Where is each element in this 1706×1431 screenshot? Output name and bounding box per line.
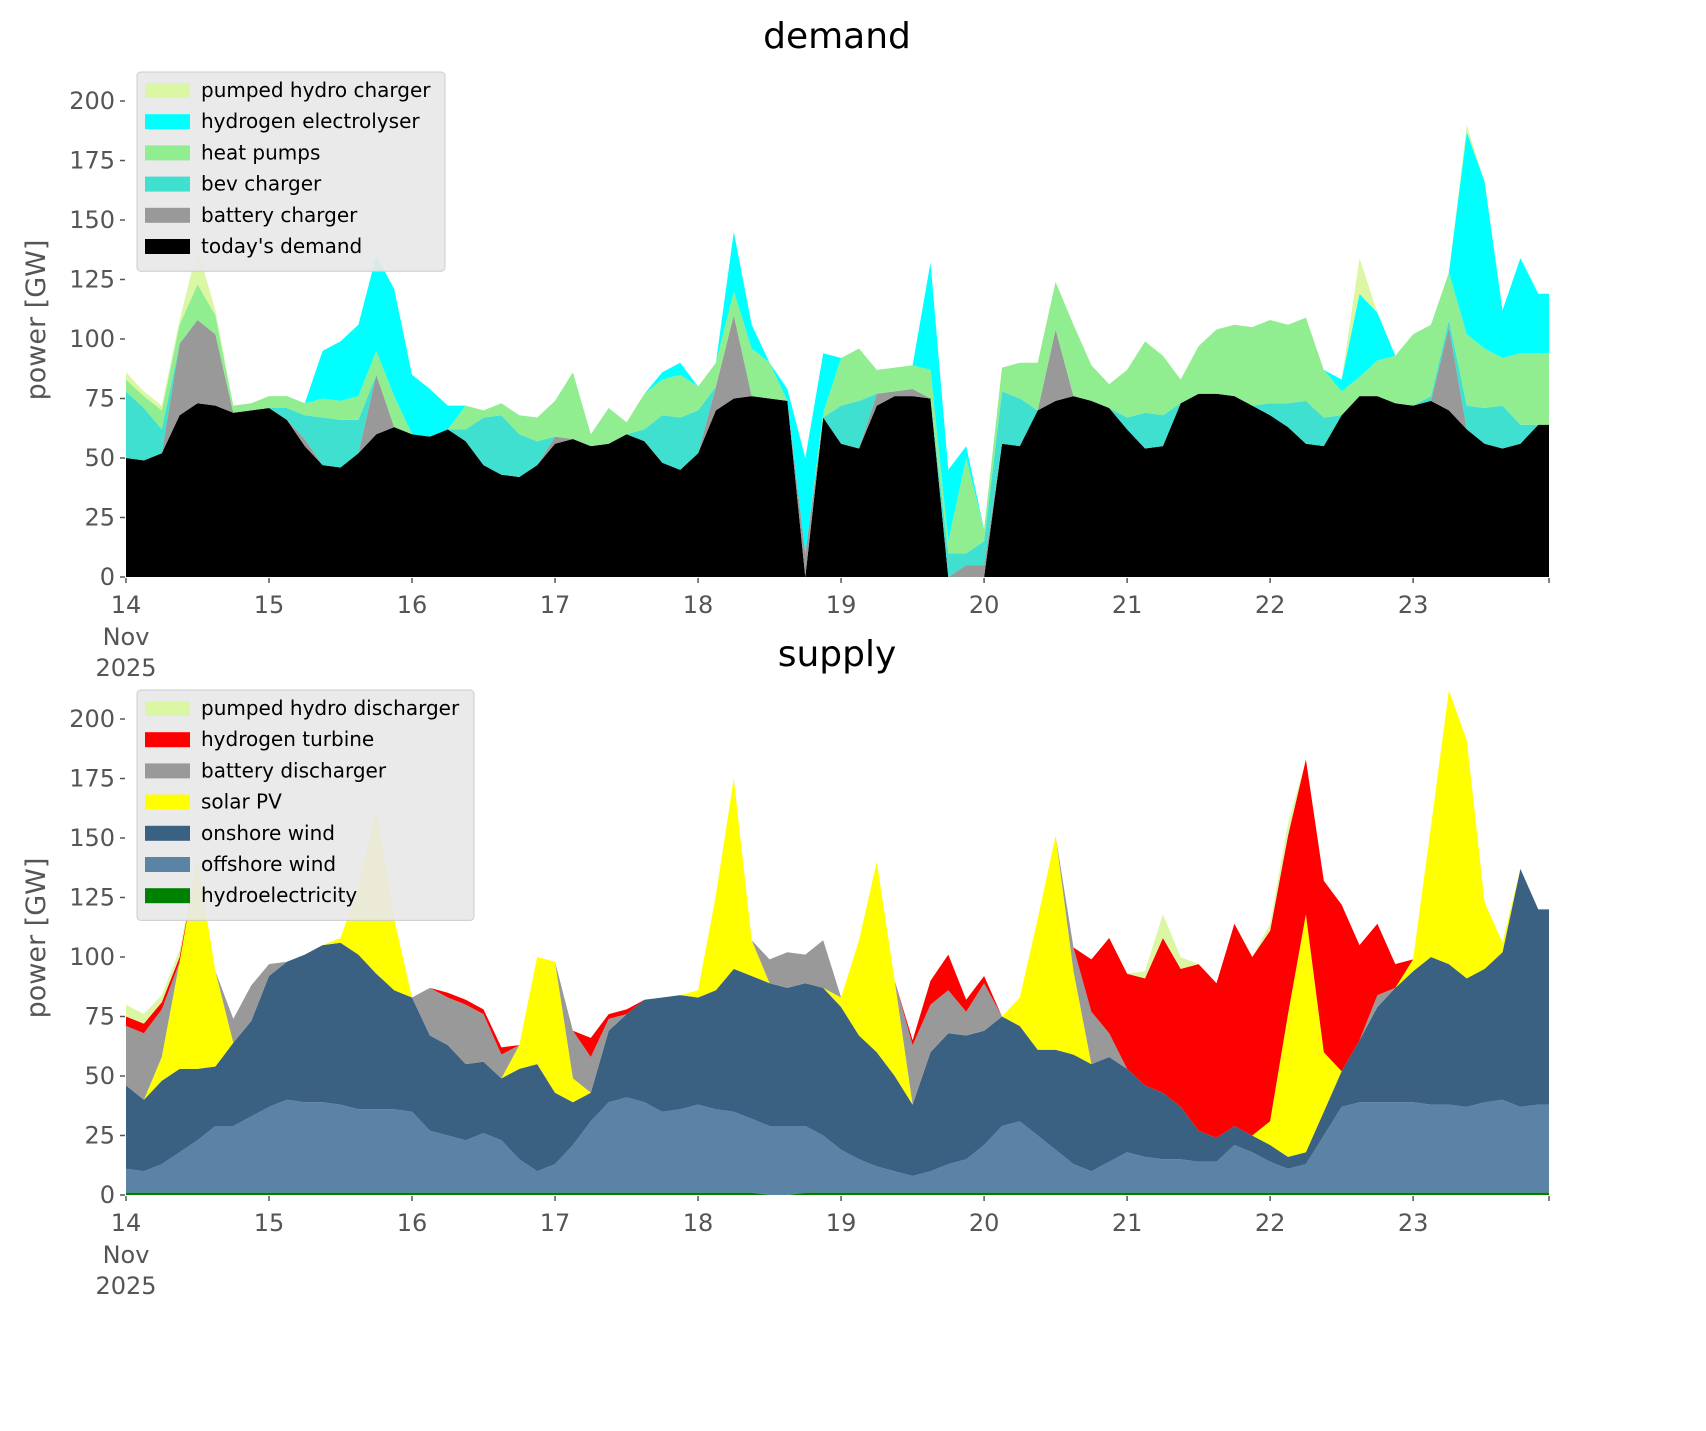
supply-x-tick-label: 23 [1398,1209,1429,1237]
supply-areas [126,690,1549,1195]
demand-legend-swatch-today-s-demand [145,239,190,254]
demand-x-tick-label: 15 [254,591,285,619]
demand-y-tick-label: 25 [84,504,115,532]
supply-panel: supply power [GW] 0 25 50 75 100 125 150 175 200… [21,634,1550,1300]
demand-x-tick-label: 20 [969,591,1000,619]
supply-legend-label-pumped-hydro-discharger: pumped hydro discharger [201,696,460,720]
demand-legend-swatch-bev-charger [145,176,190,192]
demand-legend-label-heat-pumps: heat pumps [201,140,320,164]
demand-panel: demand power [GW] 0 25 50 75 100 125 150 175 200… [21,16,1550,682]
supply-legend-label-hydroelectricity: hydroelectricity [201,883,357,907]
supply-legend-label-battery-discharger: battery discharger [201,758,387,782]
demand-legend-label-pumped-hydro-charger: pumped hydro charger [201,78,431,102]
demand-y-axis-label: power [GW] [21,240,52,401]
supply-legend-swatch-hydroelectricity [145,888,190,904]
supply-legend-label-solar-pv: solar PV [201,790,282,814]
supply-y-tick-label: 200 [69,705,115,733]
demand-legend-swatch-hydrogen-electrolyser [145,114,190,130]
supply-legend-label-offshore-wind: offshore wind [201,852,336,876]
supply-legend-swatch-hydrogen-turbine [145,732,190,748]
demand-x-tick-label: 18 [683,591,714,619]
supply-x-tick-label: 21 [1112,1209,1143,1237]
supply-x-tick-label: 22 [1255,1209,1286,1237]
supply-area-onshore-wind [126,868,1549,1176]
demand-legend-swatch-battery-charger [145,207,190,223]
demand-x-tick-label: 17 [540,591,571,619]
supply-legend-label-hydrogen-turbine: hydrogen turbine [201,727,374,751]
demand-x-tick-label: 14 [111,591,142,619]
demand-x-tick-sublabel: Nov [103,623,150,651]
demand-title: demand [763,16,911,57]
supply-y-tick-label: 25 [84,1122,115,1150]
supply-area-battery-discharger [126,690,1549,1138]
demand-y-tick-label: 100 [69,325,115,353]
demand-legend-label-bev-charger: bev charger [201,172,322,196]
supply-legend-swatch-pumped-hydro-discharger [145,701,190,716]
supply-title: supply [778,634,897,675]
demand-x-tick-label: 21 [1112,591,1143,619]
supply-y-tick-label: 175 [69,765,115,793]
supply-x-tick-label: 18 [683,1209,714,1237]
demand-area-today-s-demand [126,393,1549,577]
supply-x-tick-label: 14 [111,1209,142,1237]
supply-x-tick-sublabel: 2025 [95,1272,156,1300]
demand-legend-swatch-heat-pumps [145,145,190,161]
supply-y-axis-label: power [GW] [21,858,52,1019]
supply-x-tick-label: 16 [397,1209,428,1237]
supply-area-hydroelectricity [126,1192,1549,1195]
demand-legend-label-battery-charger: battery charger [201,203,358,227]
supply-x-tick-label: 15 [254,1209,285,1237]
demand-y-tick-label: 75 [84,385,115,413]
demand-legend-swatch-pumped-hydro-charger [145,83,190,98]
supply-axes: 0 25 50 75 100 125 150 175 200 14 15 16 17 18 19 20 21 22… [69,705,1550,1300]
demand-x-tick-label: 22 [1255,591,1286,619]
demand-legend-box [136,71,446,272]
supply-y-tick-label: 75 [84,1003,115,1031]
demand-x-tick-label: 23 [1398,591,1429,619]
supply-y-tick-label: 0 [100,1181,115,1209]
supply-legend-swatch-solar-pv [145,794,190,810]
demand-x-tick-label: 16 [397,591,428,619]
supply-legend-swatch-offshore-wind [145,857,190,872]
demand-x-tick-label: 19 [826,591,857,619]
supply-x-tick-label: 20 [969,1209,1000,1237]
supply-legend-swatch-battery-discharger [145,763,190,779]
demand-y-tick-label: 50 [84,444,115,472]
supply-legend: pumped hydro discharger hydrogen turbine b… [136,689,475,921]
supply-legend-swatch-onshore-wind [145,825,190,841]
demand-legend: pumped hydro charger hydrogen electrolyse… [136,71,446,272]
demand-y-tick-label: 125 [69,266,115,294]
supply-y-tick-label: 50 [84,1062,115,1090]
demand-y-tick-label: 175 [69,147,115,175]
supply-legend-label-onshore-wind: onshore wind [201,821,335,845]
supply-y-tick-label: 150 [69,824,115,852]
supply-y-tick-label: 125 [69,884,115,912]
supply-x-tick-label: 19 [826,1209,857,1237]
demand-y-tick-label: 150 [69,206,115,234]
supply-area-offshore-wind [126,1097,1549,1195]
demand-areas [126,124,1549,577]
demand-axes: 0 25 50 75 100 125 150 175 200 14 15 16 17 18 19 20 21 22… [69,87,1550,682]
supply-x-tick-label: 17 [540,1209,571,1237]
demand-x-tick-sublabel: 2025 [95,654,156,682]
demand-y-tick-label: 200 [69,87,115,115]
supply-area-hydrogen-turbine [126,690,1549,1138]
demand-legend-label-today-s-demand: today's demand [201,234,362,258]
demand-legend-label-hydrogen-electrolyser: hydrogen electrolyser [201,109,420,133]
supply-x-tick-sublabel: Nov [103,1241,150,1269]
demand-y-tick-label: 0 [100,563,115,591]
supply-legend-box [136,689,475,921]
supply-y-tick-label: 100 [69,943,115,971]
